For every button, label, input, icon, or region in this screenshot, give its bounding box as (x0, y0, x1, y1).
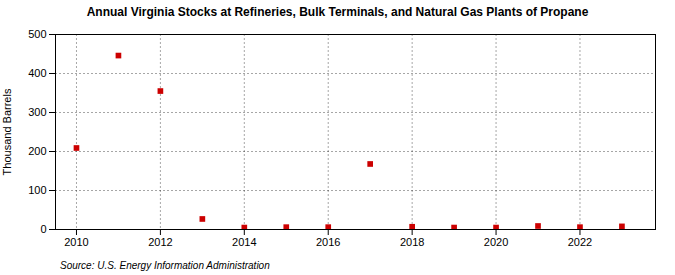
svg-text:0: 0 (40, 223, 46, 235)
svg-text:2014: 2014 (232, 236, 256, 248)
svg-text:300: 300 (28, 106, 46, 118)
svg-text:100: 100 (28, 184, 46, 196)
svg-text:500: 500 (28, 28, 46, 40)
svg-text:2016: 2016 (316, 236, 340, 248)
svg-text:400: 400 (28, 67, 46, 79)
svg-text:2022: 2022 (568, 236, 592, 248)
svg-text:200: 200 (28, 145, 46, 157)
svg-text:2012: 2012 (148, 236, 172, 248)
svg-text:Thousand Barrels: Thousand Barrels (1, 88, 13, 175)
html-text:Source: U.S. Energy Informatio: Source: U.S. Energy Information Administ… (60, 260, 270, 271)
svg-text:2018: 2018 (400, 236, 424, 248)
svg-text:2010: 2010 (64, 236, 88, 248)
html-text:Annual Virginia Stocks at Refi: Annual Virginia Stocks at Refineries, Bu… (86, 5, 589, 19)
svg-text:2020: 2020 (484, 236, 508, 248)
